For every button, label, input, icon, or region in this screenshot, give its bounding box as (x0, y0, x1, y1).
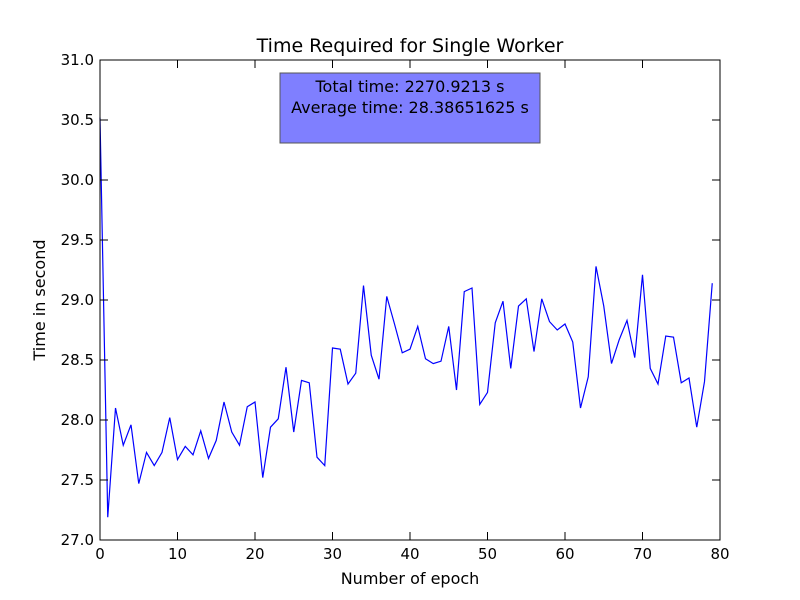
tick-layer: 0 10 20 30 40 50 60 70 80 27.0 27.5 28.0 28.5 29.0 29.… (61, 51, 730, 563)
y-tick-label: 30.0 (61, 171, 94, 189)
chart-title: Time Required for Single Worker (256, 35, 564, 57)
x-tick-label: 80 (710, 545, 729, 563)
x-axis-label: Number of epoch (341, 569, 480, 588)
annotation-total-time: Total time: 2270.9213 s (314, 77, 504, 96)
y-tick-label: 31.0 (61, 51, 94, 69)
x-tick-label: 50 (478, 545, 497, 563)
x-tick-label: 40 (400, 545, 419, 563)
x-tick-label: 0 (95, 545, 105, 563)
y-tick-label: 28.5 (61, 351, 94, 369)
y-tick-label: 28.0 (61, 411, 94, 429)
series-line (99, 117, 713, 518)
y-tick-label: 27.5 (61, 471, 94, 489)
y-tick-label: 29.5 (61, 231, 94, 249)
annotation-background (279, 72, 541, 144)
x-tick-label: 60 (555, 545, 574, 563)
x-tick-label: 30 (323, 545, 342, 563)
y-tick-label: 27.0 (61, 531, 94, 549)
y-tick-label: 30.5 (61, 111, 94, 129)
y-axis-label: Time in second (30, 240, 49, 362)
x-tick-label: 20 (245, 545, 264, 563)
line-layer (99, 117, 713, 518)
x-tick-label: 70 (633, 545, 652, 563)
annotation-box: Total time: 2270.9213 s Average time: 28… (279, 72, 541, 144)
annotation-average-time: Average time: 28.38651625 s (291, 98, 529, 117)
y-tick-label: 29.0 (61, 291, 94, 309)
x-tick-label: 10 (168, 545, 187, 563)
